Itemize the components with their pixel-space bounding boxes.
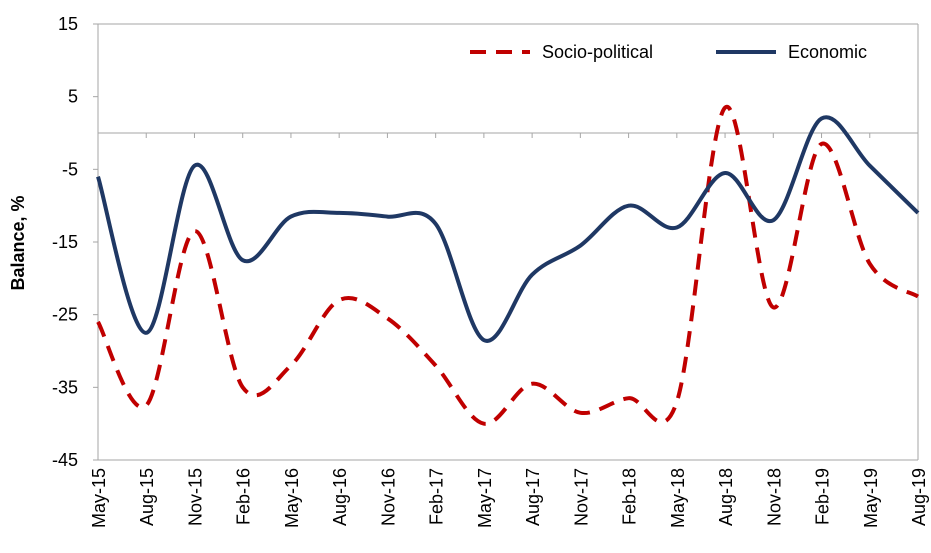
x-tick-label: May-16 bbox=[282, 468, 302, 528]
x-tick-label: Feb-19 bbox=[813, 468, 833, 525]
axes bbox=[93, 23, 919, 461]
y-tick-label: -25 bbox=[52, 305, 78, 325]
x-tick-label: Feb-16 bbox=[234, 468, 254, 525]
x-tick-label: Aug-17 bbox=[523, 468, 543, 526]
legend-label: Socio-political bbox=[542, 42, 653, 62]
y-tick-label: -45 bbox=[52, 450, 78, 470]
y-tick-label: -5 bbox=[62, 159, 78, 179]
x-tick-label: Nov-15 bbox=[185, 468, 205, 526]
x-tick-label: May-19 bbox=[861, 468, 881, 528]
y-tick-label: -35 bbox=[52, 377, 78, 397]
x-tick-label: Feb-18 bbox=[620, 468, 640, 525]
x-tick-label: Nov-18 bbox=[764, 468, 784, 526]
legend-item-economic: Economic bbox=[716, 42, 867, 62]
y-tick-label: 5 bbox=[68, 87, 78, 107]
y-axis-title: Balance, % bbox=[8, 195, 28, 290]
legend-label: Economic bbox=[788, 42, 867, 62]
x-tick-label: Aug-19 bbox=[909, 468, 929, 526]
x-tick-label: Feb-17 bbox=[427, 468, 447, 525]
x-tick-label: May-18 bbox=[668, 468, 688, 528]
x-tick-label: Aug-15 bbox=[137, 468, 157, 526]
legend-item-socio-political: Socio-political bbox=[470, 42, 653, 62]
x-tick-label: Aug-18 bbox=[716, 468, 736, 526]
legend: Socio-political Economic bbox=[470, 42, 867, 62]
x-tick-label: Nov-16 bbox=[378, 468, 398, 526]
x-tick-label: May-17 bbox=[475, 468, 495, 528]
y-tick-label: 15 bbox=[58, 14, 78, 34]
series-line-socio-political bbox=[96, 105, 920, 426]
x-tick-label: Nov-17 bbox=[571, 468, 591, 526]
x-tick-label: Aug-16 bbox=[330, 468, 350, 526]
y-tick-labels: 15 5 -5 -15 -25 -35 -45 bbox=[52, 14, 78, 470]
y-tick-label: -15 bbox=[52, 232, 78, 252]
series-line-economic bbox=[96, 115, 920, 343]
series-layer bbox=[96, 105, 920, 426]
x-tick-labels: May-15 Aug-15 Nov-15 Feb-16 May-16 Aug-16 Nov-… bbox=[89, 468, 929, 528]
x-tick-label: May-15 bbox=[89, 468, 109, 528]
